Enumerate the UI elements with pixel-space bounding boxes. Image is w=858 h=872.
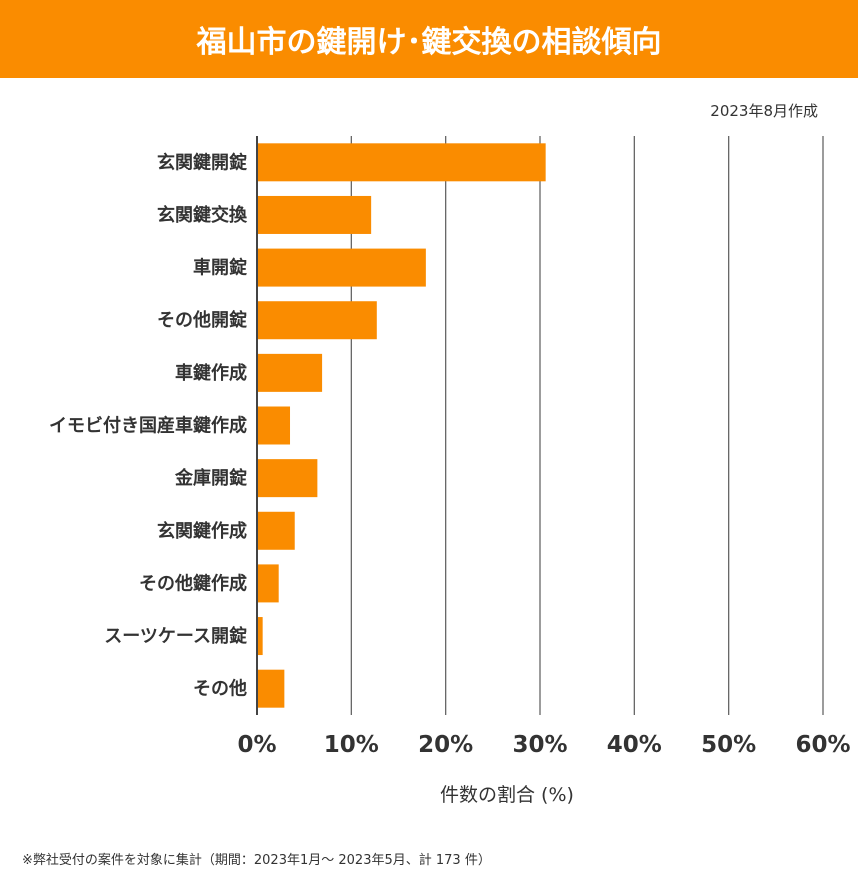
bar <box>258 617 263 656</box>
bar <box>258 248 426 287</box>
bar <box>258 301 377 340</box>
x-tick-label: 0% <box>237 732 276 758</box>
footnote: ※弊社受付の案件を対象に集計（期間：2023年1月～ 2023年5月、計 173… <box>22 853 491 868</box>
category-label: 金庫開錠 <box>174 467 247 489</box>
chart-title: 福山市の鍵開け･鍵交換の相談傾向 <box>0 0 858 78</box>
x-tick-label: 60% <box>795 732 850 758</box>
category-label: その他鍵作成 <box>139 572 247 594</box>
x-tick-label: 10% <box>324 732 379 758</box>
x-tick-label: 40% <box>607 732 662 758</box>
bar <box>258 353 323 392</box>
x-tick-label: 20% <box>418 732 473 758</box>
category-label: 車開錠 <box>193 257 247 279</box>
bar <box>258 143 546 182</box>
bar <box>258 511 295 550</box>
created-date: 2023年8月作成 <box>710 102 818 120</box>
category-label: イモビ付き国産車鍵作成 <box>49 415 247 437</box>
bar <box>258 669 285 708</box>
category-label: 車鍵作成 <box>175 362 247 384</box>
x-axis-label: 件数の割合 (%) <box>440 784 574 806</box>
x-tick-label: 50% <box>701 732 756 758</box>
bar <box>258 564 279 603</box>
category-label: スーツケース開錠 <box>104 625 247 647</box>
bar <box>258 195 372 234</box>
category-label: 玄関鍵作成 <box>157 520 247 542</box>
category-label: その他 <box>193 678 247 700</box>
category-label: その他開錠 <box>157 309 247 331</box>
category-label: 玄関鍵開錠 <box>157 151 247 173</box>
bar <box>258 406 291 445</box>
x-tick-label: 30% <box>512 732 567 758</box>
category-label: 玄関鍵交換 <box>157 204 248 226</box>
bar <box>258 459 318 498</box>
